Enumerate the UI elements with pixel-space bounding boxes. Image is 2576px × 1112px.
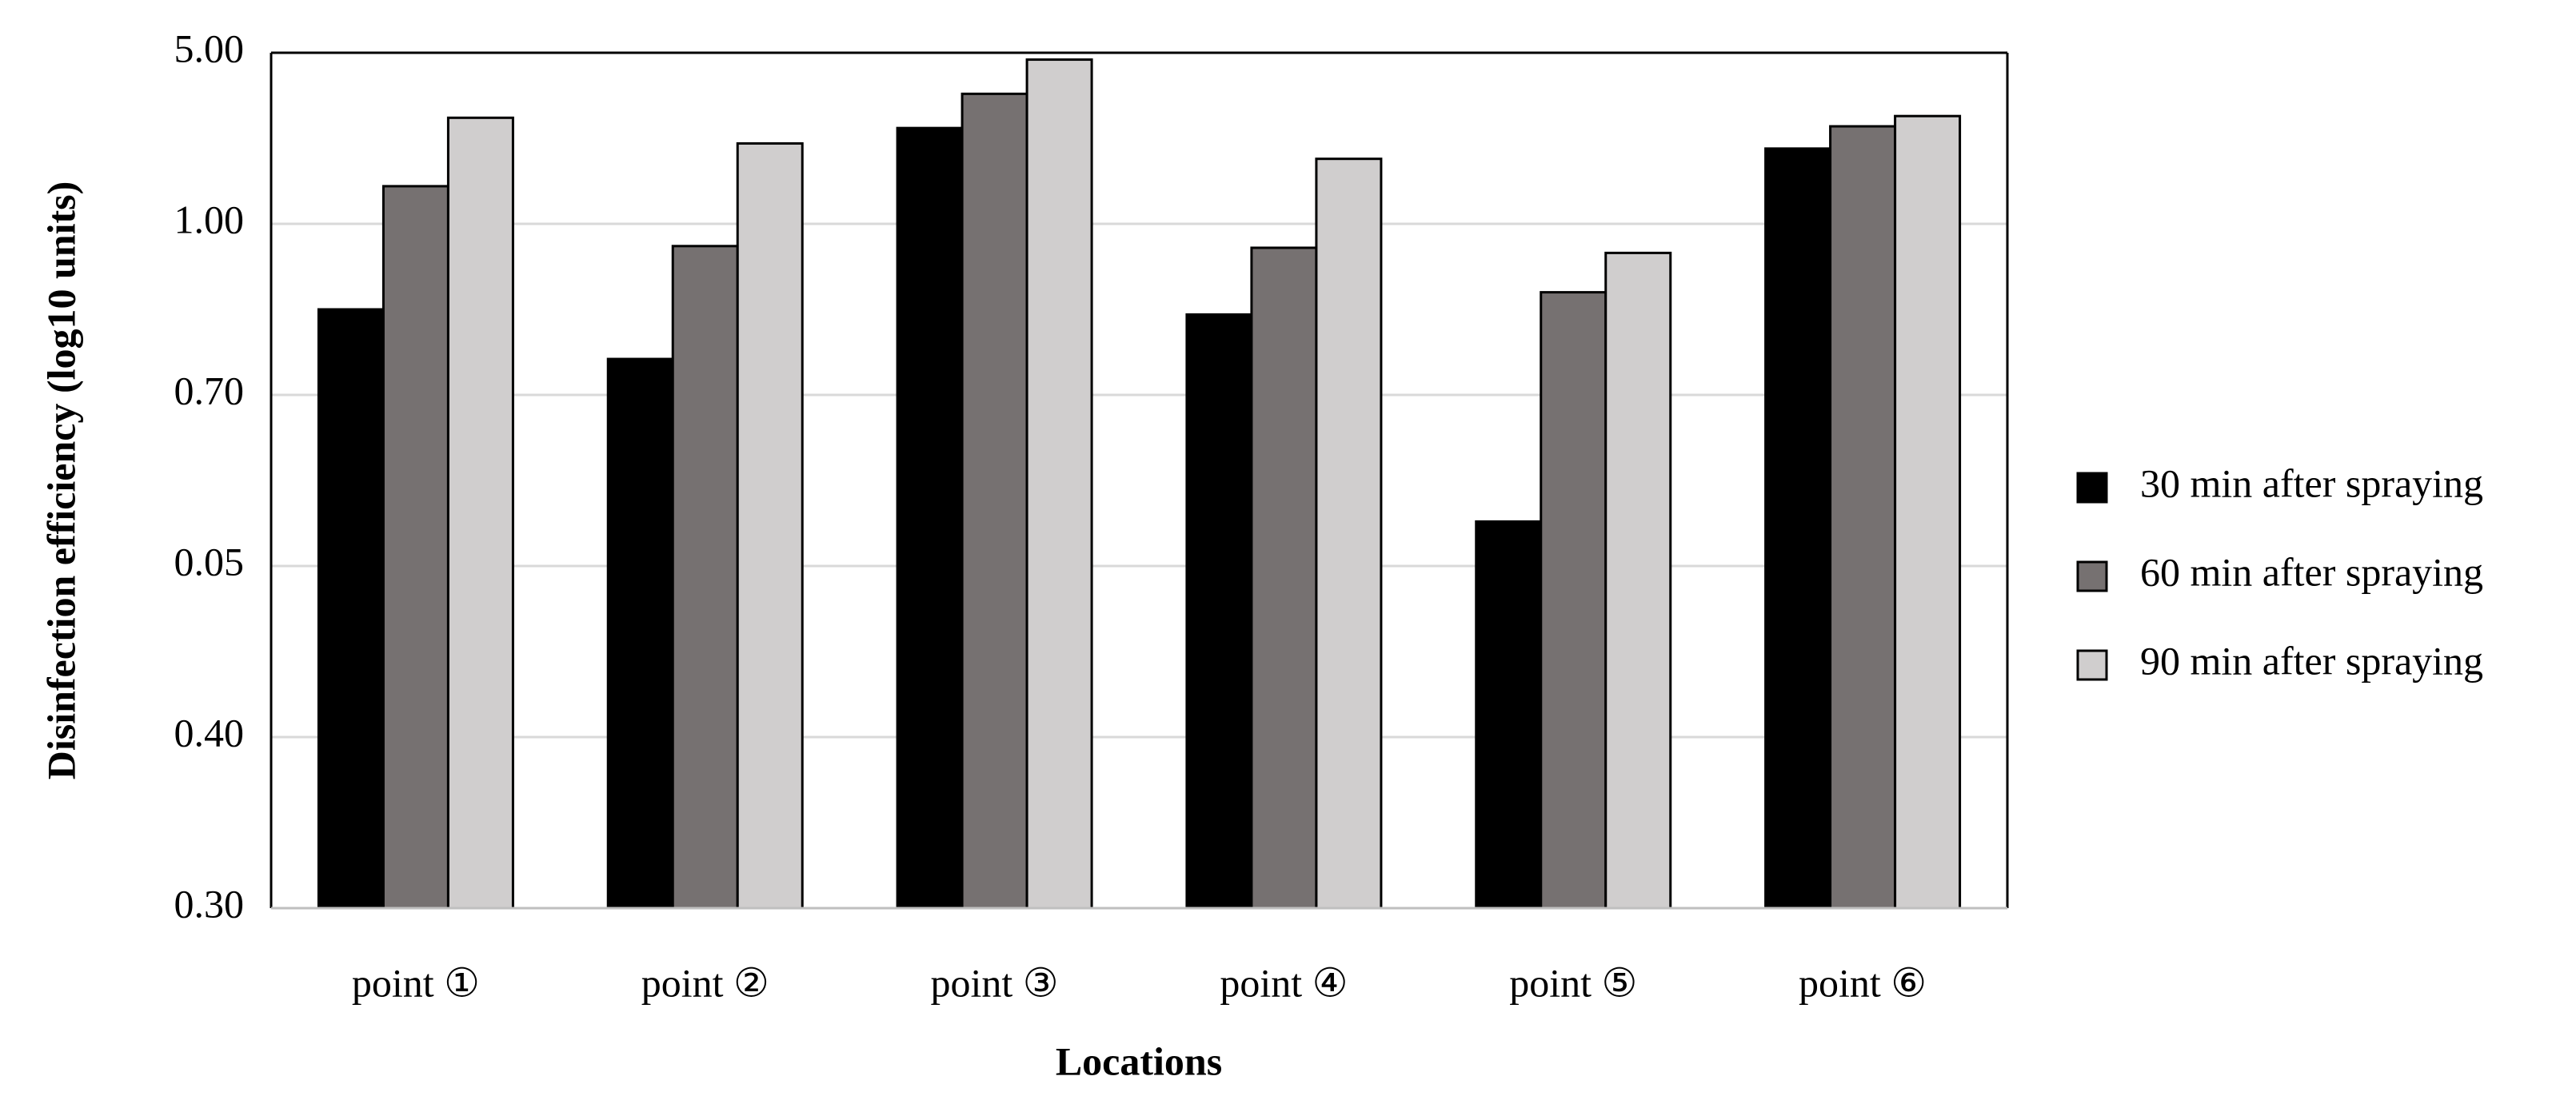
x-tick-label: point ④ (1220, 960, 1348, 1005)
y-tick-label: 0.05 (174, 539, 245, 584)
bar (736, 141, 804, 910)
x-tick-label: point ① (352, 960, 480, 1005)
y-tick-label: 1.00 (174, 197, 245, 241)
legend-swatch (2076, 649, 2108, 681)
y-tick-label: 0.70 (174, 368, 245, 413)
bar (446, 116, 514, 910)
bar (1894, 114, 1962, 910)
bar (1540, 291, 1608, 910)
x-tick-label: point ③ (931, 960, 1059, 1005)
y-tick-label: 5.00 (174, 26, 245, 70)
x-tick-label: point ⑤ (1509, 960, 1637, 1005)
bar (1025, 58, 1093, 910)
legend-swatch (2076, 472, 2108, 504)
bar (671, 245, 739, 910)
legend-label: 30 min after spraying (2140, 460, 2483, 505)
bar (381, 185, 449, 910)
legend-label: 90 min after spraying (2140, 638, 2483, 683)
x-tick-label: point ② (641, 960, 769, 1005)
bar (1315, 157, 1383, 910)
bar (1764, 147, 1832, 910)
bar (606, 357, 674, 910)
bar (1829, 125, 1897, 910)
legend-label: 60 min after spraying (2140, 549, 2483, 594)
x-axis-label: Locations (1056, 1038, 1222, 1083)
bar (1604, 251, 1672, 910)
legend-swatch (2076, 560, 2108, 592)
x-tick-label: point ⑥ (1799, 960, 1927, 1005)
bar (961, 92, 1028, 910)
y-axis-label: Disinfection efficiency (log10 units) (38, 181, 83, 780)
bar (1250, 246, 1318, 910)
bar (1185, 313, 1253, 910)
y-tick-label: 0.30 (174, 881, 245, 926)
bar (896, 126, 964, 910)
bar (317, 308, 385, 910)
y-tick-label: 0.40 (174, 710, 245, 755)
bar (1475, 520, 1543, 910)
